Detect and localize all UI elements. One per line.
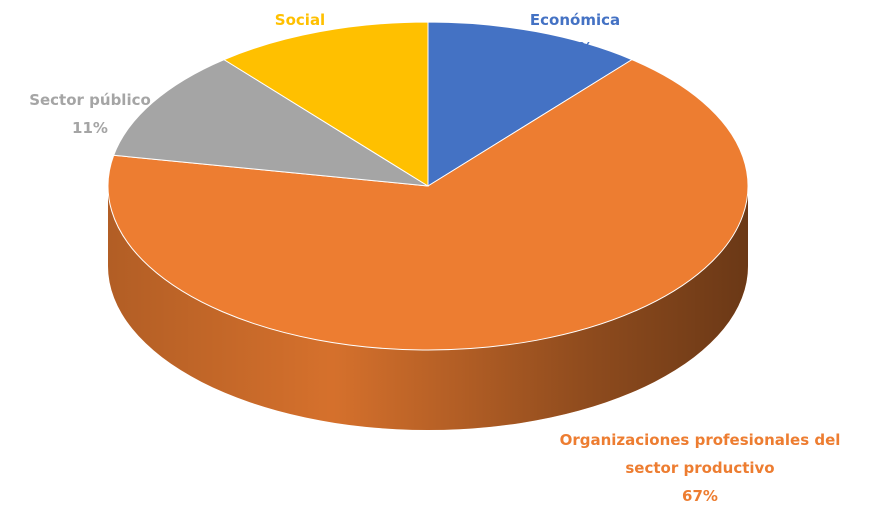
pie-slice [107, 59, 749, 351]
data-label: Económica 11% [505, 6, 645, 62]
data-label: Organizaciones profesionales del sector … [520, 426, 871, 510]
value-label: 11% [557, 39, 593, 57]
category-label: Económica [529, 11, 621, 29]
pie-slice [112, 59, 429, 187]
pie-slice [222, 21, 429, 187]
data-label: Sector público 11% [0, 86, 180, 142]
value-label: 11% [72, 119, 108, 137]
value-label: 67% [682, 487, 718, 505]
value-label: 11% [282, 39, 318, 57]
category-label: Sector público [29, 91, 151, 109]
pie-slice [427, 21, 634, 187]
data-label: Social 11% [230, 6, 370, 62]
category-label: Social [274, 11, 326, 29]
category-label: Organizaciones profesionales del sector … [559, 431, 841, 477]
pie-side-shade [108, 186, 748, 430]
